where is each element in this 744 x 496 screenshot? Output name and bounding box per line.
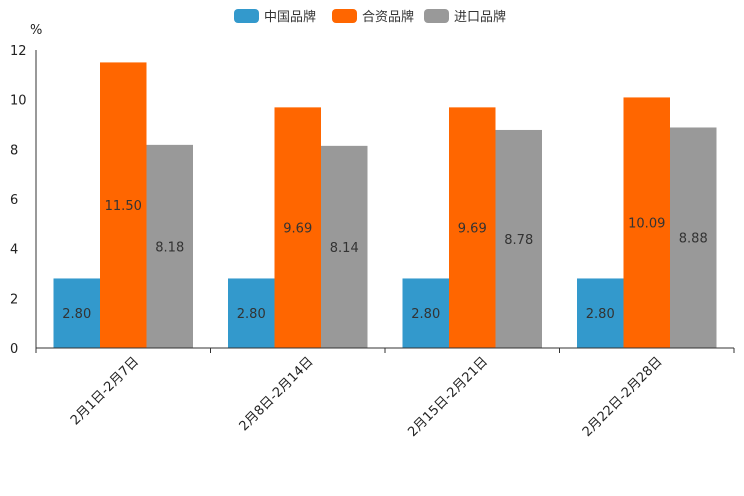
y-tick-label: 2 [10, 292, 18, 307]
bar-3-3[interactable] [495, 129, 543, 348]
y-tick-label: 8 [10, 143, 18, 158]
bar-3-2[interactable] [321, 145, 368, 348]
bar-2-1[interactable] [100, 62, 147, 349]
bar-1-4[interactable] [577, 278, 624, 348]
legend-label-1[interactable]: 中国品牌 [264, 9, 316, 25]
bar-value-label: 9.69 [283, 222, 312, 237]
y-tick-label: 4 [10, 243, 18, 258]
bar-value-label: 8.88 [679, 232, 708, 247]
legend-swatch-3[interactable] [424, 9, 449, 23]
bar-value-label: 2.80 [237, 307, 266, 322]
x-category-label: 2月8日-2月14日 [237, 354, 317, 434]
y-tick-label: 12 [10, 44, 27, 59]
bar-value-label: 8.18 [155, 240, 184, 255]
x-category-label: 2月22日-2月28日 [580, 354, 666, 440]
y-tick-label: 6 [10, 193, 18, 208]
bar-value-label: 11.50 [105, 199, 142, 214]
bar-1-2[interactable] [228, 278, 275, 348]
bar-value-label: 2.80 [411, 307, 440, 322]
y-axis-unit-label: % [30, 23, 42, 38]
bar-value-label: 8.14 [330, 241, 359, 256]
x-category-label: 2月1日-2月7日 [68, 354, 142, 428]
bar-value-label: 10.09 [628, 217, 665, 232]
bars: 2.80 11.50 8.18 2.80 9.69 8.14 2.80 9.69 8.78 2.8… [53, 62, 717, 349]
y-tick-label: 10 [10, 94, 27, 109]
bar-value-label: 8.78 [504, 233, 533, 248]
bar-value-label: 2.80 [62, 307, 91, 322]
bar-value-label: 2.80 [586, 307, 615, 322]
bar-2-4[interactable] [623, 97, 671, 348]
legend-swatch-2[interactable] [332, 9, 357, 23]
y-axis: 0 2 4 6 8 10 12 [10, 44, 37, 357]
bar-1-1[interactable] [53, 278, 101, 348]
legend-swatch-1[interactable] [234, 9, 259, 23]
bar-3-4[interactable] [670, 127, 717, 348]
legend: 中国品牌 合资品牌 进口品牌 [234, 9, 506, 25]
x-category-label: 2月15日-2月21日 [405, 354, 491, 440]
legend-label-2[interactable]: 合资品牌 [362, 9, 414, 25]
legend-label-3[interactable]: 进口品牌 [454, 9, 506, 25]
bar-value-label: 9.69 [458, 222, 487, 237]
bar-2-2[interactable] [274, 107, 322, 349]
bar-2-3[interactable] [449, 107, 496, 349]
x-axis: 2月1日-2月7日 2月8日-2月14日 2月15日-2月21日 2月22日-2月28… [35, 347, 735, 440]
y-tick-label: 0 [10, 342, 18, 357]
bar-3-1[interactable] [146, 144, 194, 348]
bar-1-3[interactable] [402, 278, 450, 348]
